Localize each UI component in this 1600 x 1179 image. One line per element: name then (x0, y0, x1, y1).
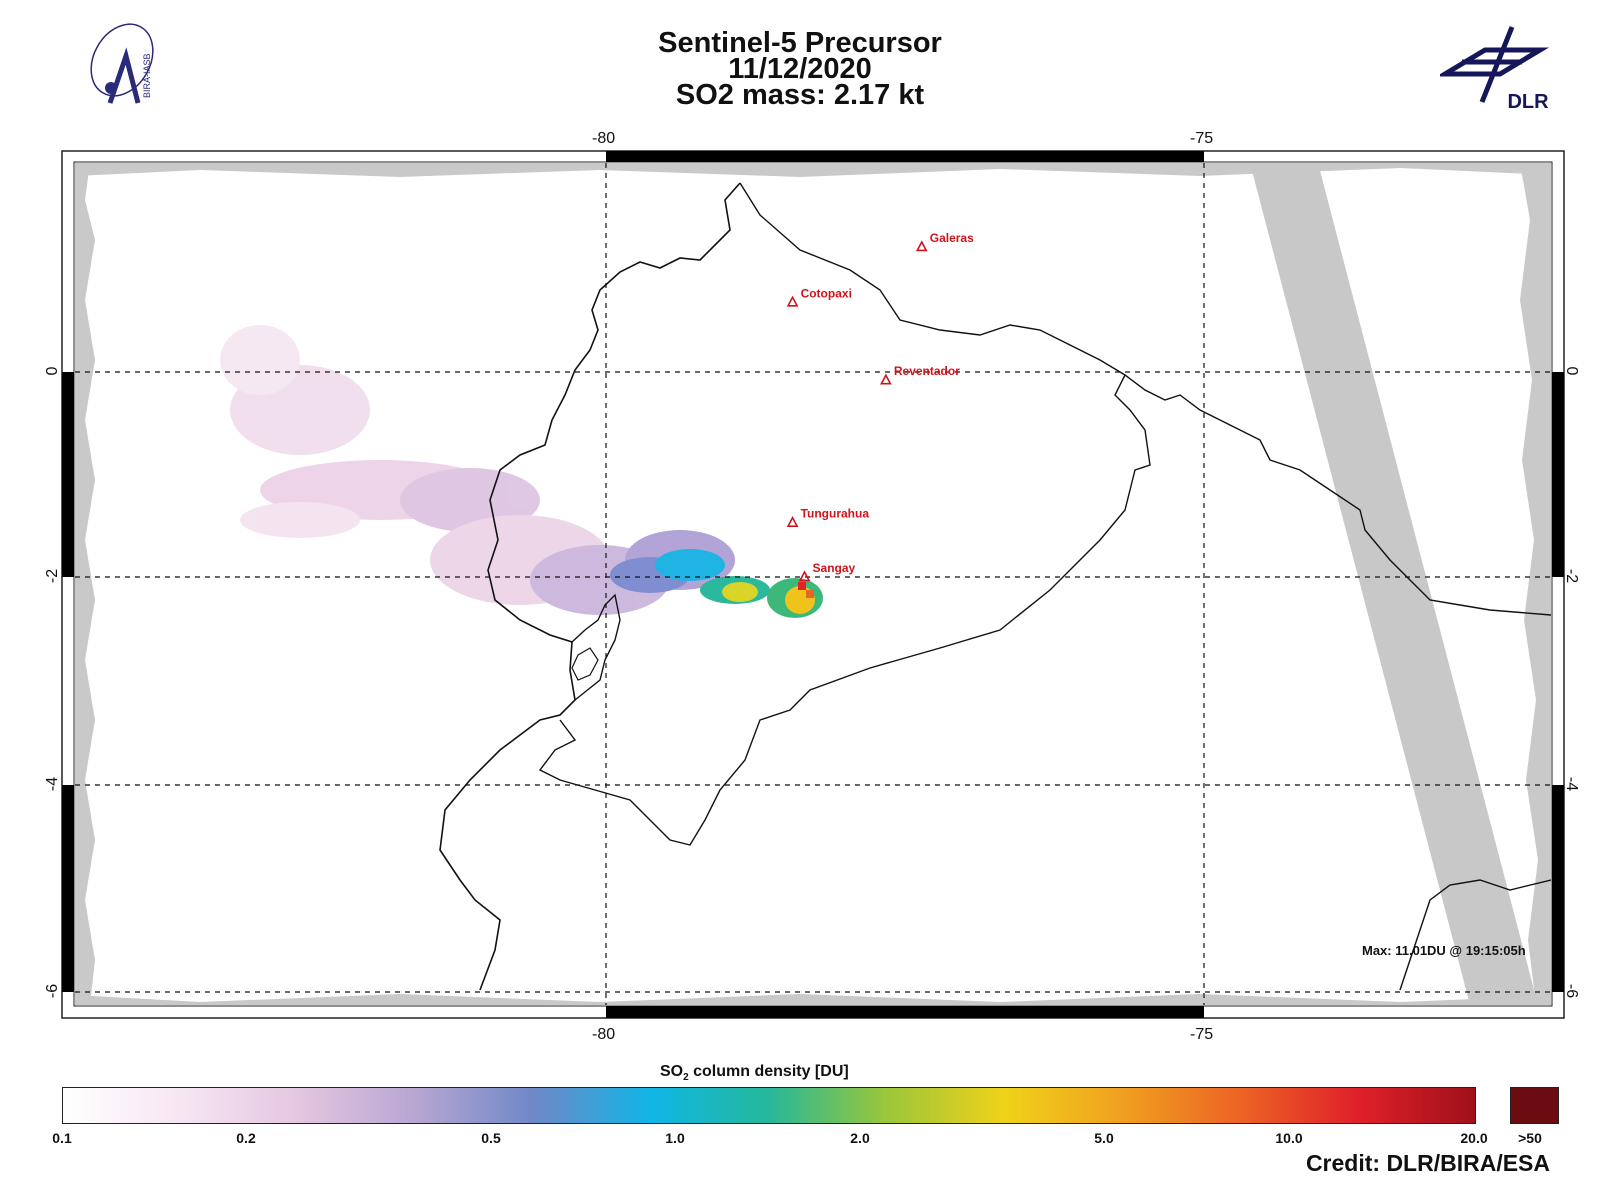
graticule (75, 163, 1551, 1005)
volcano-marker-cotopaxi (786, 295, 799, 307)
lat-label-left-2: -2 (44, 568, 61, 584)
colorbar-tick: >50 (1518, 1130, 1542, 1146)
volcano-label-cotopaxi: Cotopaxi (801, 286, 852, 300)
lon-label-bottom-80: -80 (592, 1026, 616, 1043)
brazil-border (1399, 879, 1551, 991)
frame-tick-bars (62, 151, 1564, 1018)
colorbar-title-prefix: SO (660, 1063, 684, 1080)
lon-label-top-75: -75 (1190, 130, 1214, 147)
lat-label-right-6: -6 (1563, 983, 1580, 999)
colorbar-tick: 0.2 (236, 1130, 256, 1146)
so2-plume-diffuse (220, 325, 670, 615)
colorbar-tick: 1.0 (665, 1130, 685, 1146)
colorbar-overflow-swatch (1510, 1087, 1559, 1124)
lat-label-right-2: -2 (1563, 568, 1580, 584)
colorbar-tick: 0.1 (52, 1130, 72, 1146)
lat-label-left-0: 0 (44, 366, 61, 376)
colorbar-tick: 0.5 (481, 1130, 501, 1146)
volcano-marker-reventador (880, 373, 892, 385)
so2-plume-core (610, 530, 823, 618)
lat-label-left-4: -4 (44, 776, 61, 792)
volcano-label-galeras: Galeras (930, 231, 974, 245)
colorbar-tick: 5.0 (1094, 1130, 1114, 1146)
colorbar-tick: 20.0 (1460, 1130, 1488, 1146)
peru-colombia-border (1219, 419, 1551, 616)
title-satellite: Sentinel-5 Precursor (658, 27, 942, 59)
gulf-coast (571, 593, 621, 701)
title-block: Sentinel-5 Precursor 11/12/2020 SO2 mass… (0, 27, 1600, 120)
colorbar-tick: 10.0 (1275, 1130, 1303, 1146)
lat-label-right-0: 0 (1563, 366, 1580, 376)
lat-label-right-4: -4 (1563, 776, 1580, 792)
swath-edge-right (1520, 163, 1551, 1005)
lon-label-top-80: -80 (592, 130, 616, 147)
swath-edge-top (75, 163, 1551, 177)
ecuador-colombia-border (739, 182, 1221, 421)
volcano-label-sangay: Sangay (813, 561, 856, 575)
swath-edge-bottom (75, 994, 1551, 1005)
colorbar-title-sub: 2 (683, 1072, 689, 1084)
swath-gap-stripe (1250, 163, 1538, 1005)
volcano-label-tungurahua: Tungurahua (801, 507, 870, 521)
volcano-markers: Galeras Cotopaxi Reventador Tungurahua Sanga… (786, 231, 974, 582)
dlr-logo: DLR (1440, 26, 1549, 113)
lon-label-bottom-75: -75 (1190, 1026, 1214, 1043)
coastline (439, 182, 741, 991)
swath-edge-left (75, 163, 95, 1005)
colorbar-title-suffix: column density [DU] (688, 1063, 849, 1080)
max-value-text: Max: 11.01DU @ 19:15:05h (1362, 943, 1526, 958)
volcano-marker-sangay (798, 570, 811, 582)
title-date: 11/12/2020 (728, 53, 872, 85)
dlr-logo-text: DLR (1507, 91, 1549, 113)
credit-text: Credit: DLR/BIRA/ESA (1305, 1150, 1550, 1176)
island-puna (571, 647, 599, 681)
volcano-marker-tungurahua (786, 515, 799, 527)
bira-logo-text: BIRA-IASB (142, 53, 152, 98)
colorbar-tick: 2.0 (850, 1130, 870, 1146)
lat-label-left-6: -6 (44, 983, 61, 999)
colorbar-title: SO2 column density [DU] (660, 1063, 849, 1083)
volcano-marker-galeras (915, 240, 928, 252)
bira-iasb-logo: BIRA-IASB (90, 23, 154, 104)
volcano-label-reventador: Reventador (894, 364, 960, 378)
colorbar (62, 1087, 1476, 1124)
title-so2-mass: SO2 mass: 2.17 kt (675, 79, 925, 111)
